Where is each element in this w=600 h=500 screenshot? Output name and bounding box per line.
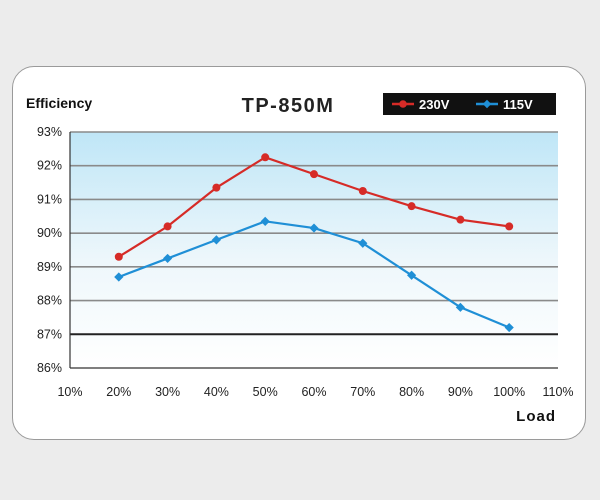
data-point [358,187,367,195]
chart-title: TP-850M [242,95,335,117]
series-115V [114,216,514,333]
series-layer [114,153,514,333]
x-tick-label: 50% [253,385,278,399]
x-tick-label: 20% [106,385,131,399]
legend-label: 115V [503,97,533,112]
y-tick-label: 93% [37,125,62,139]
data-point [407,202,416,211]
legend: 230V 115V [383,93,556,115]
data-point [212,183,221,192]
y-tick-label: 89% [37,260,62,274]
axes [69,132,558,369]
y-tick-label: 92% [37,159,62,173]
x-tick-label: 80% [399,385,424,399]
x-tick-label: 10% [57,385,82,399]
legend-marker [399,100,407,108]
y-tick-label: 90% [37,226,62,240]
y-tick-label: 91% [37,192,62,206]
data-point [505,222,514,231]
data-point [114,272,124,282]
data-point [455,302,465,312]
grid-lines [70,131,558,336]
data-point [407,270,417,280]
data-point [114,252,123,261]
y-tick-label: 88% [37,294,62,308]
series-230V [114,153,514,261]
data-point [211,235,221,245]
y-tick-label: 86% [37,361,62,375]
x-tick-label: 40% [204,385,229,399]
data-point [310,170,318,179]
data-point [309,223,319,233]
legend-background [383,93,556,115]
legend-marker [482,99,492,109]
x-tick-label: 60% [301,385,326,399]
x-tick-label: 100% [493,385,525,399]
data-point [163,222,172,231]
y-axis-title: Efficiency [26,95,92,111]
y-tick-label: 87% [37,327,62,341]
x-tick-label: 110% [542,385,573,399]
x-tick-labels: 10% 20% 30% 40% 50% 60% 70% 80% 90% 100% 110% [57,385,573,399]
y-tick-labels: 93% 92% 91% 90% 89% 88% 87% 86% [37,125,62,375]
data-point [260,216,270,226]
x-tick-label: 70% [350,385,375,399]
legend-label: 230V [419,97,450,112]
data-point [358,238,368,248]
data-point [504,322,514,333]
x-tick-label: 30% [155,385,180,399]
plot-area [70,132,558,368]
data-point [456,215,465,224]
data-point [261,153,270,162]
x-tick-label: 90% [448,385,473,399]
x-axis-title: Load [516,408,556,425]
data-point [163,253,173,264]
